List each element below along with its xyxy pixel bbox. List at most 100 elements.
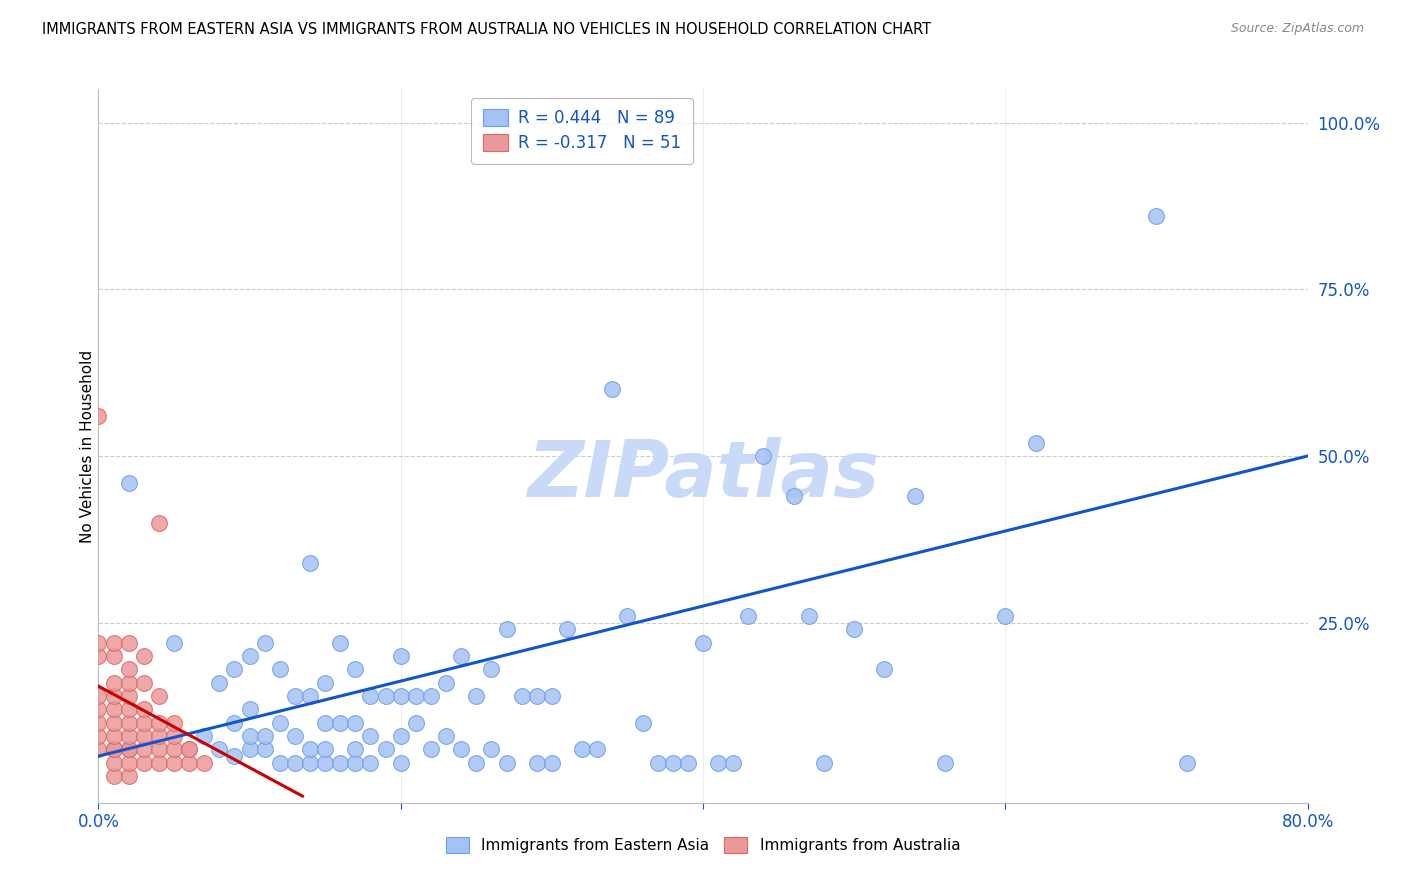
Point	[163, 742, 186, 756]
Point	[360, 689, 382, 703]
Point	[631, 715, 654, 730]
Point	[616, 609, 638, 624]
Point	[873, 662, 896, 676]
Point	[118, 742, 141, 756]
Point	[676, 756, 699, 770]
Point	[179, 756, 201, 770]
Point	[269, 662, 291, 676]
Point	[118, 636, 141, 650]
Point	[314, 742, 336, 756]
Point	[163, 756, 186, 770]
Point	[118, 715, 141, 730]
Point	[434, 675, 457, 690]
Point	[132, 756, 155, 770]
Point	[314, 715, 336, 730]
Text: IMMIGRANTS FROM EASTERN ASIA VS IMMIGRANTS FROM AUSTRALIA NO VEHICLES IN HOUSEHO: IMMIGRANTS FROM EASTERN ASIA VS IMMIGRAN…	[42, 22, 931, 37]
Point	[420, 742, 443, 756]
Point	[797, 609, 820, 624]
Point	[389, 649, 412, 664]
Point	[103, 729, 125, 743]
Point	[193, 729, 215, 743]
Point	[148, 516, 170, 530]
Point	[253, 742, 276, 756]
Point	[163, 715, 186, 730]
Point	[132, 729, 155, 743]
Point	[389, 756, 412, 770]
Text: ZIPatlas: ZIPatlas	[527, 436, 879, 513]
Point	[163, 636, 186, 650]
Point	[389, 689, 412, 703]
Point	[389, 729, 412, 743]
Point	[314, 675, 336, 690]
Point	[299, 742, 322, 756]
Point	[723, 756, 745, 770]
Point	[299, 756, 322, 770]
Point	[103, 675, 125, 690]
Point	[360, 729, 382, 743]
Point	[87, 649, 110, 664]
Point	[329, 756, 352, 770]
Point	[87, 715, 110, 730]
Point	[994, 609, 1017, 624]
Point	[540, 756, 562, 770]
Point	[87, 409, 110, 423]
Point	[495, 623, 517, 637]
Point	[344, 742, 367, 756]
Point	[434, 729, 457, 743]
Point	[103, 649, 125, 664]
Point	[647, 756, 669, 770]
Point	[269, 715, 291, 730]
Point	[224, 749, 246, 764]
Point	[344, 715, 367, 730]
Point	[1024, 435, 1046, 450]
Point	[299, 689, 322, 703]
Point	[148, 729, 170, 743]
Point	[118, 475, 141, 490]
Point	[465, 756, 488, 770]
Point	[510, 689, 533, 703]
Point	[465, 689, 488, 703]
Point	[481, 742, 503, 756]
Point	[1144, 209, 1167, 223]
Point	[253, 636, 276, 650]
Point	[269, 756, 291, 770]
Point	[179, 742, 201, 756]
Point	[103, 742, 125, 756]
Point	[540, 689, 562, 703]
Point	[450, 742, 472, 756]
Point	[374, 742, 396, 756]
Point	[752, 449, 775, 463]
Point	[103, 715, 125, 730]
Point	[103, 702, 125, 716]
Point	[495, 756, 517, 770]
Point	[224, 662, 246, 676]
Point	[481, 662, 503, 676]
Point	[103, 756, 125, 770]
Point	[904, 489, 927, 503]
Point	[813, 756, 835, 770]
Point	[132, 675, 155, 690]
Point	[132, 742, 155, 756]
Point	[253, 729, 276, 743]
Point	[148, 715, 170, 730]
Point	[344, 662, 367, 676]
Point	[239, 729, 262, 743]
Point	[783, 489, 806, 503]
Point	[571, 742, 593, 756]
Point	[193, 756, 215, 770]
Point	[132, 715, 155, 730]
Point	[118, 769, 141, 783]
Point	[118, 662, 141, 676]
Point	[555, 623, 578, 637]
Point	[329, 715, 352, 730]
Point	[132, 702, 155, 716]
Point	[239, 742, 262, 756]
Point	[405, 715, 427, 730]
Point	[103, 689, 125, 703]
Point	[118, 742, 141, 756]
Point	[284, 689, 307, 703]
Point	[103, 742, 125, 756]
Point	[284, 756, 307, 770]
Point	[1175, 756, 1198, 770]
Point	[118, 729, 141, 743]
